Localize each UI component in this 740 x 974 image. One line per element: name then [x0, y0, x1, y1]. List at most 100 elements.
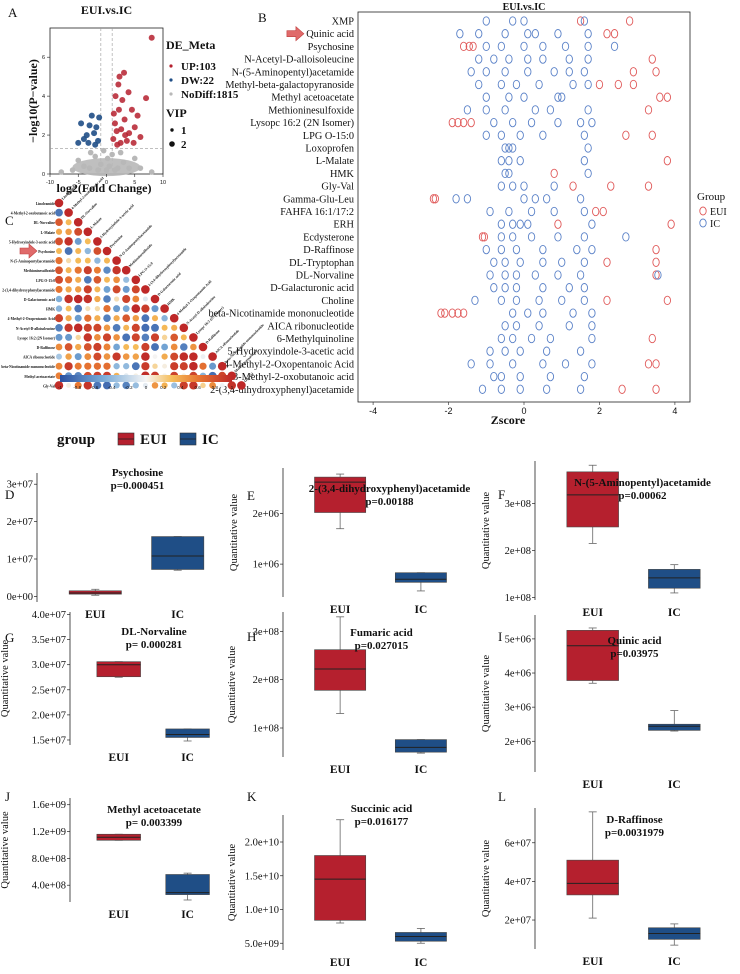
legend-ic-label: IC	[202, 432, 219, 448]
correlation-cell	[83, 227, 93, 237]
ic-zscore-point	[505, 54, 513, 64]
ic-zscore-point	[509, 16, 517, 26]
correlation-cell	[141, 314, 150, 323]
nodiff-point	[58, 169, 65, 175]
legend-ic-label: IC	[710, 219, 720, 230]
ic-zscore-point	[535, 321, 543, 331]
ic-zscore-point	[497, 219, 506, 229]
correlation-cell	[161, 343, 169, 351]
up-point	[113, 128, 120, 135]
eui-zscore-point	[648, 333, 656, 344]
correlation-cell	[64, 323, 73, 332]
eui-zscore-point	[652, 270, 660, 280]
boxplot-title: N-(5-Aminopentyl)acetamide	[574, 477, 711, 489]
boxplot-y-label: Quantitative value	[481, 492, 492, 570]
x-tick-label: 5	[133, 180, 136, 186]
y-tick-label: 4e+07	[505, 877, 531, 888]
correlation-cell	[93, 362, 102, 370]
x-tick-label: 0	[521, 406, 526, 416]
correlation-cell	[103, 295, 111, 303]
correlation-cell	[179, 323, 189, 333]
ic-zscore-point	[573, 244, 581, 255]
colorbar	[60, 375, 232, 382]
ic-zscore-point	[542, 384, 551, 394]
ic-zscore-point	[622, 232, 630, 242]
eui-zscore-point	[652, 257, 660, 267]
panel-letter-c: C	[5, 213, 14, 228]
colorbar-tick-label: 0.6	[194, 385, 201, 390]
boxplot-title: 2-(3,4-dihydroxyphenyl)acetamide	[309, 483, 471, 495]
up-point	[116, 73, 123, 80]
ic-zscore-point	[558, 257, 566, 267]
correlation-cell	[112, 285, 121, 294]
ic-zscore-point	[512, 321, 521, 331]
y-tick-label: 1.6e+09	[32, 800, 66, 811]
correlation-cell	[74, 227, 83, 236]
ic-zscore-point	[490, 257, 498, 267]
metabolite-label: ERH	[333, 220, 354, 231]
boxplot-pvalue: p=0.000451	[111, 480, 165, 492]
correlation-cell	[64, 237, 73, 246]
correlation-cell	[75, 247, 82, 255]
correlation-cell	[208, 352, 217, 361]
x-category-label: EUI	[330, 957, 351, 969]
correlation-cell	[151, 382, 159, 389]
panel-letter-a: A	[8, 5, 18, 20]
up-point	[137, 134, 144, 141]
y-tick-label: 1.2e+09	[32, 827, 66, 838]
ic-zscore-point	[501, 346, 509, 356]
metabolite-label: 6-Methylquinoline	[277, 334, 355, 345]
correlation-cell	[94, 257, 101, 264]
correlation-cell	[113, 363, 120, 370]
metabolite-label: Methioninesulfoxide	[268, 105, 354, 116]
ic-zscore-point	[580, 295, 589, 306]
ic-zscore-point	[512, 283, 521, 293]
panel-letter-e: E	[247, 488, 255, 503]
metabolite-label: XMP	[332, 17, 355, 28]
correlation-cell	[54, 198, 64, 208]
eui-zscore-point	[652, 67, 660, 77]
ic-zscore-point	[486, 206, 494, 217]
ic-zscore-point	[527, 117, 536, 128]
ic-zscore-point	[539, 130, 547, 140]
ic-zscore-point	[490, 54, 498, 64]
ic-zscore-point	[486, 346, 494, 356]
ic-zscore-point	[509, 181, 517, 191]
ic-zscore-point	[588, 321, 596, 331]
eui-box	[96, 661, 141, 678]
x-category-label: IC	[668, 607, 681, 619]
correlation-cell	[121, 265, 131, 275]
eui-box	[314, 855, 367, 921]
ic-zscore-point	[497, 156, 506, 166]
colorbar-tick-label: -0.6	[91, 385, 99, 390]
eui-zscore-point	[469, 41, 477, 52]
eui-zscore-point	[454, 117, 462, 128]
metabolite-label: L-Malate	[316, 156, 355, 167]
panel-letter-d: D	[5, 487, 14, 502]
correlation-cell	[74, 314, 82, 322]
up-point	[143, 95, 150, 102]
eui-zscore-point	[629, 67, 638, 77]
correlation-cell	[83, 285, 92, 294]
ic-zscore-point	[584, 143, 592, 153]
correlation-cell	[161, 353, 168, 360]
correlation-cell	[55, 324, 63, 332]
metabolite-label: Lysopc 16:2 (2N Isomer)	[250, 118, 354, 129]
ic-zscore-point	[550, 67, 558, 77]
eui-zscore-point	[448, 308, 456, 318]
y-tick-label: 2.0e+07	[32, 710, 66, 721]
ic-zscore-point	[580, 130, 589, 140]
ic-zscore-point	[588, 117, 596, 128]
up-point	[130, 139, 137, 146]
eui-zscore-point	[644, 105, 653, 115]
correlation-cell	[180, 343, 188, 351]
heatmap-diag-label: D-Raffinose	[205, 329, 221, 345]
eui-zscore-point	[663, 92, 672, 102]
correlation-cell	[171, 324, 178, 331]
heatmap-diag-label: N-(5-Aminopentyl)acetamide	[118, 224, 153, 259]
y-tick-label: 1.5e+10	[245, 871, 279, 882]
correlation-cell	[113, 276, 120, 284]
ic-zscore-point	[505, 168, 513, 179]
x-category-label: EUI	[85, 609, 106, 621]
